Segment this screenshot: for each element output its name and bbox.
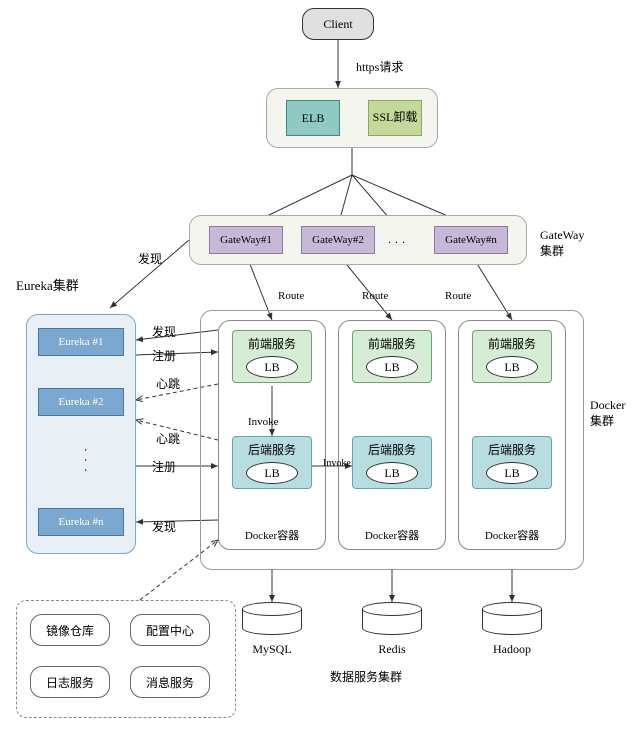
lb-node: LB	[246, 462, 298, 484]
frontend-label: 前端服务	[353, 335, 431, 352]
docker-container-label: Docker容器	[365, 527, 419, 543]
database-cylinder: Hadoop	[482, 602, 542, 635]
invoke-label: Invoke	[248, 416, 279, 428]
backend-label: 后端服务	[353, 441, 431, 458]
eureka-title: Eureka集群	[16, 275, 79, 294]
lb-node: LB	[366, 356, 418, 378]
ssl-label: SSL卸载	[373, 111, 418, 124]
invoke2-label: Invoke	[323, 458, 351, 469]
eureka-node: Eureka #n	[38, 508, 124, 536]
discover-label: 发现	[138, 250, 162, 267]
aux-service: 消息服务	[130, 666, 210, 698]
side-label: 心跳	[156, 430, 180, 447]
elb-label: ELB	[302, 111, 325, 126]
aux-service: 配置中心	[130, 614, 210, 646]
frontend-service: 前端服务 LB	[472, 330, 552, 383]
data-cluster-label: 数据服务集群	[330, 668, 402, 685]
route-label: Route	[445, 290, 471, 302]
side-label: 注册	[152, 347, 176, 364]
eureka-node: Eureka #2	[38, 388, 124, 416]
side-label: 心跳	[156, 375, 180, 392]
gateway-cluster-label: GateWay集群	[540, 228, 584, 259]
docker-container-label: Docker容器	[245, 527, 299, 543]
side-label: 注册	[152, 458, 176, 475]
gateway-node: GateWay#1	[209, 226, 283, 254]
frontend-service: 前端服务 LB	[232, 330, 312, 383]
backend-label: 后端服务	[233, 441, 311, 458]
db-label: MySQL	[242, 642, 302, 657]
db-label: Redis	[362, 642, 422, 657]
ssl-node: SSL卸载	[368, 100, 422, 136]
route-label: Route	[278, 290, 304, 302]
frontend-label: 前端服务	[233, 335, 311, 352]
client-node: Client	[302, 8, 374, 40]
backend-service: 后端服务 LB	[472, 436, 552, 489]
eureka-node: Eureka #1	[38, 328, 124, 356]
frontend-service: 前端服务 LB	[352, 330, 432, 383]
aux-service: 日志服务	[30, 666, 110, 698]
backend-label: 后端服务	[473, 441, 551, 458]
backend-service: 后端服务 LB	[352, 436, 432, 489]
side-label: 发现	[152, 323, 176, 340]
db-label: Hadoop	[482, 642, 542, 657]
route-label: Route	[362, 290, 388, 302]
elb-node: ELB	[286, 100, 340, 136]
side-label: 发现	[152, 518, 176, 535]
lb-node: LB	[366, 462, 418, 484]
docker-container-label: Docker容器	[485, 527, 539, 543]
eureka-dots: ···	[78, 448, 93, 478]
frontend-label: 前端服务	[473, 335, 551, 352]
client-label: Client	[323, 17, 352, 32]
gateway-dots: ...	[388, 232, 409, 247]
https-label: https请求	[356, 58, 403, 75]
database-cylinder: MySQL	[242, 602, 302, 635]
lb-node: LB	[486, 356, 538, 378]
docker-cluster-label: Docker集群	[590, 398, 625, 429]
database-cylinder: Redis	[362, 602, 422, 635]
backend-service: 后端服务 LB	[232, 436, 312, 489]
gateway-node: GateWay#n	[434, 226, 508, 254]
lb-node: LB	[486, 462, 538, 484]
aux-service: 镜像仓库	[30, 614, 110, 646]
gateway-node: GateWay#2	[301, 226, 375, 254]
lb-node: LB	[246, 356, 298, 378]
